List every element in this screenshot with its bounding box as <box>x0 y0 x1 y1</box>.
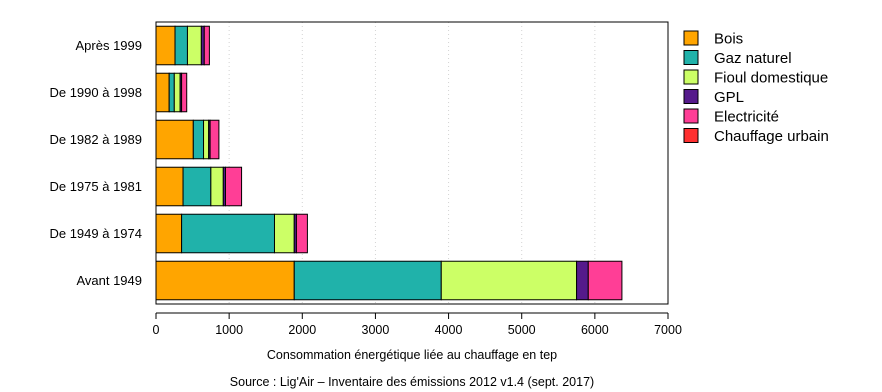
plot-area-frame <box>155 21 669 305</box>
bar-segment <box>587 260 623 301</box>
x-axis: 0 1000 2000 3000 4000 5000 6000 7000 <box>153 312 682 337</box>
x-tick-label: 4000 <box>435 323 463 337</box>
bar-segment <box>186 25 202 66</box>
bars <box>155 25 623 301</box>
bar-segment <box>155 166 184 207</box>
bar-segment <box>155 213 183 254</box>
bar-segment <box>192 119 205 160</box>
x-tick-label: 0 <box>153 323 160 337</box>
bar-segment <box>155 25 176 66</box>
x-tick-label: 6000 <box>581 323 609 337</box>
x-tick-label: 3000 <box>362 323 390 337</box>
bar-segment <box>209 119 220 160</box>
legend-label: Fioul domestique <box>714 70 828 87</box>
legend-swatch <box>683 128 699 143</box>
bar-segment <box>182 166 212 207</box>
legend-label: Chauffage urbain <box>714 128 829 145</box>
x-axis-title: Consommation énergétique liée au chauffa… <box>267 348 557 362</box>
legend-swatch <box>683 50 699 65</box>
bar-segment <box>293 260 442 301</box>
category-label: De 1990 à 1998 <box>49 85 142 100</box>
bar-segment <box>155 72 170 113</box>
legend-swatch <box>683 89 699 104</box>
category-label: De 1975 à 1981 <box>49 179 142 194</box>
category-label: De 1982 à 1989 <box>49 132 142 147</box>
x-tick-label: 2000 <box>288 323 316 337</box>
bar-segment <box>173 72 181 113</box>
category-label: De 1949 à 1974 <box>49 226 142 241</box>
bar-segment <box>181 72 188 113</box>
bar-segment <box>210 166 224 207</box>
bar-segment <box>224 166 243 207</box>
legend-label: Electricité <box>714 109 779 126</box>
x-tick-label: 7000 <box>654 323 682 337</box>
y-axis-labels: Avant 1949 De 1949 à 1974 De 1975 à 1981 De… <box>49 38 142 288</box>
legend-label: GPL <box>714 89 744 106</box>
legend-label: Bois <box>714 31 743 48</box>
bar-segment <box>155 260 295 301</box>
bar-segment <box>203 119 210 160</box>
source-caption: Source : Lig'Air – Inventaire des émissi… <box>230 375 594 389</box>
bar-segment <box>203 25 210 66</box>
category-label: Après 1999 <box>76 38 143 53</box>
legend-swatch <box>683 30 699 46</box>
legend-label: Gaz naturel <box>714 50 792 67</box>
bar-segment <box>273 213 295 254</box>
bar-segment <box>295 213 308 254</box>
category-label: Avant 1949 <box>76 273 142 288</box>
x-tick-label: 1000 <box>215 323 243 337</box>
legend-swatch <box>683 108 699 124</box>
bar-segment <box>181 213 275 254</box>
bar-segment <box>440 260 578 301</box>
legend: Bois Gaz naturel Fioul domestique GPL Electr… <box>683 30 829 145</box>
bar-segment <box>168 72 175 113</box>
bar-segment <box>576 260 589 301</box>
legend-swatch <box>683 69 699 85</box>
x-tick-label: 5000 <box>508 323 536 337</box>
bar-segment <box>174 25 188 66</box>
bar-segment <box>155 119 194 160</box>
